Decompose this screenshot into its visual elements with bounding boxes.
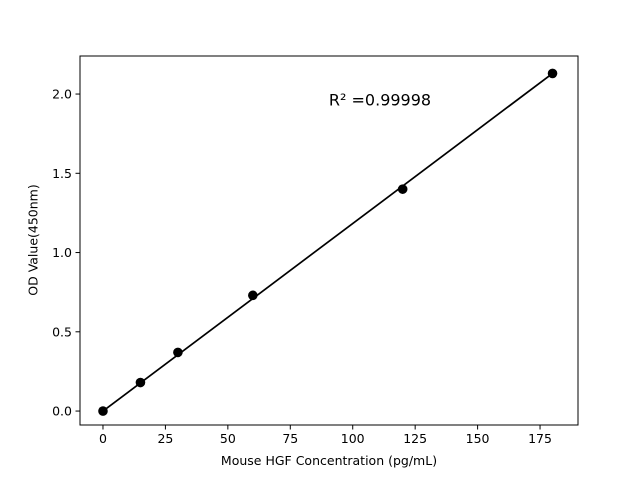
data-point [547, 68, 558, 79]
x-tick-label: 0 [99, 431, 107, 446]
data-point [173, 347, 183, 358]
fit-line [102, 72, 554, 412]
y-axis-title: OD Value(450nm) [25, 184, 41, 296]
plot-border [79, 55, 579, 426]
data-point [98, 406, 108, 416]
x-tick-label: 150 [466, 431, 490, 446]
x-tick-label: 125 [403, 431, 427, 446]
data-point [135, 377, 146, 388]
r-squared-annotation: R² =0.99998 [328, 90, 432, 110]
x-tick-label: 25 [157, 431, 173, 446]
y-tick-label: 2.0 [52, 87, 72, 102]
y-tick-label: 1.0 [52, 245, 72, 260]
x-tick-label: 50 [220, 431, 236, 446]
y-tick-label: 0.0 [52, 404, 72, 419]
y-tick-label: 0.5 [52, 324, 72, 339]
x-axis-title: Mouse HGF Concentration (pg/mL) [220, 453, 438, 468]
data-point [397, 184, 408, 194]
y-tick-label: 1.5 [52, 166, 72, 181]
x-tick-label: 75 [282, 431, 298, 446]
x-tick-label: 100 [341, 431, 365, 446]
data-point [248, 290, 258, 301]
x-tick-label: 175 [528, 431, 552, 446]
